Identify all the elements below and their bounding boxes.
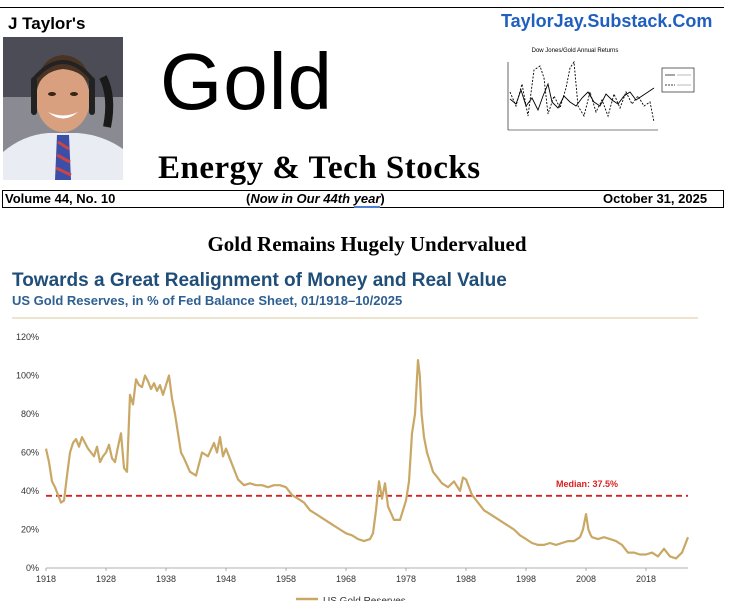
x-tick-label: 1928 [96,574,116,584]
legend-label: US Gold Reserves [323,596,406,601]
mini-chart-line-solid [509,82,655,112]
y-tick-label: 80% [21,409,39,419]
y-tick-label: 60% [21,448,39,458]
mini-chart-title: Dow Jones/Gold Annual Returns [532,48,619,54]
gold-reserves-chart-svg: 0% 20% 40% 60% 80% 100% 120% 1918 1928 1938 1948 19… [12,317,698,606]
volume-label: Volume 44, No. 10 [5,191,116,206]
dow-gold-mini-chart: Dow Jones/Gold Annual Returns [488,44,698,148]
x-tick-label: 1998 [516,574,536,584]
newsletter-title: Gold [160,37,333,126]
x-tick-label: 1978 [396,574,416,584]
x-tick-label: 1958 [276,574,296,584]
y-tick-label: 0% [26,563,39,573]
top-rule [0,7,724,8]
chart-subtitle: US Gold Reserves, in % of Fed Balance Sh… [12,293,403,308]
series-line-us-gold-reserves [44,358,690,560]
issue-date: October 31, 2025 [603,191,708,206]
issue-info-bar [2,190,724,208]
newsletter-subtitle: Energy & Tech Stocks [158,150,481,186]
article-headline: Gold Remains Hugely Undervalued [207,232,527,256]
x-tick-label: 1948 [216,574,236,584]
x-tick-label: 2008 [576,574,596,584]
x-tick-label: 1938 [156,574,176,584]
gold-reserves-chart: 0% 20% 40% 60% 80% 100% 120% 1918 1928 1938 1948 19… [0,312,734,606]
median-label: Median: 37.5% [556,479,618,489]
website-link[interactable]: TaylorJay.Substack.Com [501,11,713,31]
chart-title: Towards a Great Realignment of Money and… [12,270,507,291]
x-tick-label: 2018 [636,574,656,584]
x-tick-label: 1988 [456,574,476,584]
anniversary-note: (Now in Our 44th year) [246,191,385,208]
anniversary-year: year [353,191,381,208]
anniversary-text: Now in Our 44th [250,191,354,206]
y-tick-label: 100% [16,371,39,381]
y-tick-label: 20% [21,525,39,535]
y-tick-label: 120% [16,332,39,342]
y-tick-label: 40% [21,486,39,496]
byline: J Taylor's [8,14,86,33]
paren-close: ) [380,191,385,206]
x-tick-label: 1918 [36,574,56,584]
mini-chart-line-dashed [509,60,655,123]
x-tick-label: 1968 [336,574,356,584]
paren-open: ( [246,191,251,206]
author-photo [3,37,123,180]
